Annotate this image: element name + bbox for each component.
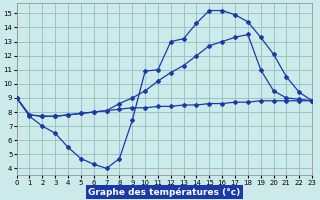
X-axis label: Graphe des températures (°c): Graphe des températures (°c) [88, 187, 241, 197]
